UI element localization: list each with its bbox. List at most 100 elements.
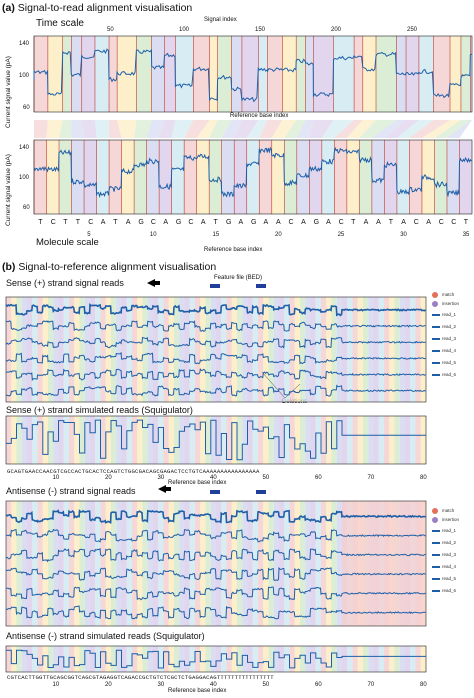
antisense-sim-band xyxy=(378,646,384,672)
antisense-reads-band xyxy=(174,501,180,626)
sense-sim-band xyxy=(294,416,300,464)
molecule-scale-band xyxy=(271,140,285,214)
molecule-scale-plot-frame xyxy=(33,139,473,215)
sense-reads-band xyxy=(84,297,90,402)
mapping-band xyxy=(209,120,232,138)
antisense-reads-band xyxy=(116,501,122,626)
time-scale-band xyxy=(217,36,232,112)
molecule-scale-band xyxy=(96,140,110,214)
sense-reads-read-line xyxy=(5,351,426,365)
antisense-reads-band xyxy=(163,501,169,626)
mapping-band xyxy=(196,120,218,138)
signal-tick: 250 xyxy=(407,27,418,33)
antisense-reads-band xyxy=(11,501,17,626)
sense-reads-band xyxy=(105,297,111,402)
sense-reads-band xyxy=(279,297,285,402)
antisense-sim-band xyxy=(142,646,148,672)
sense-reads-band xyxy=(263,297,269,402)
sense-reads-band xyxy=(205,297,211,402)
sense-sim-band xyxy=(95,416,101,464)
base-index-ticks: 5 10 15 20 25 30 35 xyxy=(0,232,474,240)
antisense-sim-band xyxy=(279,646,285,672)
antisense-sim-band xyxy=(111,646,117,672)
antisense-sim-band xyxy=(384,646,390,672)
sense-reads-band xyxy=(116,297,122,402)
sense-reads-band xyxy=(189,297,195,402)
time-scale-label: Time scale xyxy=(36,18,84,29)
sense-sim-band xyxy=(284,416,290,464)
antisense-ref-label: Reference base index xyxy=(168,688,227,694)
sense-sim-band xyxy=(216,416,222,464)
legend-label: insertion xyxy=(442,301,460,306)
sense-sim-band xyxy=(163,416,169,464)
antisense-reads-band xyxy=(258,501,264,626)
base-letter: T xyxy=(351,219,356,226)
antisense-reads-band xyxy=(69,501,75,626)
antisense-reads-band xyxy=(310,501,316,626)
antisense-sim-band xyxy=(184,646,190,672)
sense-sim-band xyxy=(310,416,316,464)
antisense-reads-band xyxy=(273,501,279,626)
sense-reads-band xyxy=(95,297,101,402)
sense-reads-band xyxy=(373,297,379,402)
sense-sim-band xyxy=(384,416,390,464)
antisense-reads-band xyxy=(58,501,64,626)
feature-bed-mark xyxy=(256,490,266,494)
legend-label: read_1 xyxy=(442,312,457,317)
panel-a-letter: (a) xyxy=(2,2,15,14)
antisense-reads-band xyxy=(105,501,111,626)
antisense-sim-band xyxy=(21,646,27,672)
molecule-scale-band xyxy=(309,140,322,214)
sense-sim-band xyxy=(252,416,258,464)
antisense-sim-band xyxy=(58,646,64,672)
sense-sim-band xyxy=(6,416,12,464)
sense-sim-band xyxy=(289,416,295,464)
sense-sim-band xyxy=(237,416,243,464)
sense-reads-band xyxy=(363,297,369,402)
molecule-scale-band xyxy=(359,140,372,214)
legend-label: read_6 xyxy=(442,588,457,593)
ref-index-tick: 50 xyxy=(262,475,270,481)
sense-sim-band xyxy=(315,416,321,464)
antisense-reads-read-line xyxy=(5,566,426,581)
ref-index-tick: 30 xyxy=(157,682,165,688)
antisense-sim-band xyxy=(342,646,348,672)
sense-sim-band xyxy=(258,416,264,464)
antisense-reads-band xyxy=(300,501,306,626)
antisense-sim-band xyxy=(415,646,421,672)
antisense-reads-band xyxy=(147,501,153,626)
antisense-sim-band xyxy=(300,646,306,672)
sense-reads-band xyxy=(321,297,327,402)
sense-sim-band xyxy=(84,416,90,464)
antisense-sim-band xyxy=(347,646,353,672)
molecule-scale-band xyxy=(409,140,422,214)
base-letter: T xyxy=(113,219,118,226)
antisense-reads-band xyxy=(263,501,269,626)
sense-reads-band xyxy=(100,297,106,402)
sense-reads-band xyxy=(48,297,54,402)
ytick-bottom: 60 xyxy=(23,205,30,211)
sense-sim-band xyxy=(142,416,148,464)
sense-sim-band xyxy=(27,416,33,464)
molecule-scale-band xyxy=(346,140,360,214)
antisense-reads-band xyxy=(226,501,232,626)
signal-tick: 200 xyxy=(331,27,342,33)
line-swatch-icon xyxy=(432,542,440,544)
sense-sim-band xyxy=(121,416,127,464)
antisense-reads-band xyxy=(305,501,311,626)
antisense-reads-band xyxy=(84,501,90,626)
antisense-sim-band xyxy=(6,646,12,672)
antisense-sim-band xyxy=(174,646,180,672)
sense-sim-band xyxy=(352,416,358,464)
sense-reads-band xyxy=(163,297,169,402)
antisense-sim-band xyxy=(195,646,201,672)
time-scale-band xyxy=(376,36,397,112)
line-swatch-icon xyxy=(432,590,440,592)
antisense-sim-band xyxy=(132,646,138,672)
base-letter: A xyxy=(363,219,369,226)
legend-label: match xyxy=(442,292,455,297)
sense-sim-band xyxy=(158,416,164,464)
antisense-reads-read-line xyxy=(5,509,426,524)
sense-sim-band xyxy=(305,416,311,464)
antisense-reads-band xyxy=(326,501,332,626)
